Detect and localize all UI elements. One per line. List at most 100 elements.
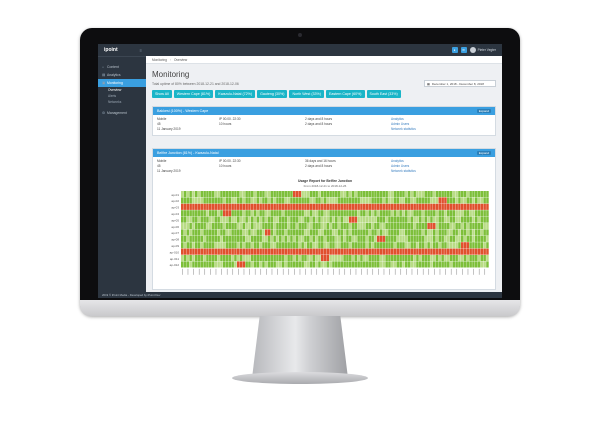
heatmap-cell <box>237 203 240 210</box>
heatmap-cell <box>430 191 433 198</box>
sidebar-subitem-overview[interactable]: Overview <box>108 88 122 92</box>
sidebar-item-analytics[interactable]: ▤ Analytics <box>98 71 146 79</box>
heatmap-x-tick <box>299 268 301 275</box>
brand[interactable]: ipoint ≡ <box>98 44 146 57</box>
heatmap-cell <box>259 242 262 249</box>
heatmap-cell <box>265 210 268 217</box>
heatmap-cell <box>374 261 377 268</box>
heatmap-cell <box>220 242 223 249</box>
expand-button[interactable]: Expand <box>476 109 491 113</box>
heatmap-cell <box>298 261 302 268</box>
heatmap-cell <box>265 203 268 210</box>
heatmap-cell <box>312 210 316 217</box>
heatmap-cell <box>284 197 288 204</box>
heatmap-cell <box>234 229 237 236</box>
heatmap-cell <box>262 261 265 268</box>
heatmap-cell <box>279 235 282 242</box>
heatmap-cell <box>304 223 307 230</box>
heatmap-cell <box>354 242 358 249</box>
heatmap-cell <box>262 197 265 204</box>
filter-button[interactable]: Kwazulu-Natal (72%) <box>215 90 256 98</box>
sidebar-item-monitoring[interactable]: ▣ Monitoring <box>98 79 146 87</box>
heatmap-row-label: ap-09 <box>171 244 179 248</box>
heatmap-cell <box>472 203 475 210</box>
analytics-link[interactable]: Analytics <box>391 117 404 121</box>
heatmap-cell <box>332 223 335 230</box>
heatmap-cell <box>295 223 299 230</box>
heatmap-cell <box>220 216 223 223</box>
heatmap-cell <box>309 210 313 217</box>
breadcrumb-item[interactable]: Monitoring <box>152 57 167 62</box>
menu-icon[interactable]: ≡ <box>139 47 142 53</box>
heatmap-cell <box>365 223 369 230</box>
site-card: Belfire Junction (81%) - Kwazulu-Natal E… <box>152 148 496 290</box>
heatmap-cell <box>211 191 215 198</box>
filter-button[interactable]: Gauteng (30%) <box>257 90 288 98</box>
heatmap-cell <box>413 248 416 255</box>
heatmap-cell <box>455 255 458 262</box>
heatmap-cell <box>318 210 321 217</box>
heatmap-cell <box>267 223 271 230</box>
heatmap-cell <box>332 197 335 204</box>
analytics-link[interactable]: Analytics <box>391 159 404 163</box>
heatmap-cell <box>220 197 223 204</box>
heatmap-row-label: ap-03 <box>171 206 179 210</box>
heatmap-cell <box>186 223 190 230</box>
filter-button[interactable]: South East (33%) <box>366 90 401 98</box>
heatmap-cell <box>315 229 318 236</box>
heatmap-x-tick <box>338 268 340 275</box>
avatar[interactable] <box>469 47 476 53</box>
network-statistics-link[interactable]: Network statistics <box>391 127 416 131</box>
card-info: Mobile IP 00.00. 22:30 36 days and 16 ho… <box>153 157 495 175</box>
filter-button[interactable]: Show All <box>152 90 172 98</box>
heatmap-cell <box>326 242 330 249</box>
expand-button[interactable]: Expand <box>476 151 491 155</box>
card-header[interactable]: Bakkesi (100%) - Western Cape Expand <box>153 107 495 115</box>
heatmap-cell <box>206 197 209 204</box>
sidebar-item-content[interactable]: ⌂ Content <box>98 63 146 71</box>
heatmap-cell <box>413 261 416 268</box>
filter-button[interactable]: Eastern Cape (60%) <box>325 90 365 98</box>
sidebar-item-management[interactable]: ⚙ Management <box>98 109 146 117</box>
heatmap-cell <box>259 261 262 268</box>
admin-users-link[interactable]: Admin Users <box>391 164 410 168</box>
heatmap-cell <box>253 242 257 249</box>
heatmap-cell <box>195 242 198 249</box>
heatmap-cell <box>351 210 355 217</box>
heatmap-cell <box>424 248 428 255</box>
heatmap-cell <box>273 255 276 262</box>
heatmap-cell <box>200 248 204 255</box>
heatmap-cell <box>391 216 394 223</box>
heatmap-cell <box>343 223 346 230</box>
heatmap-cell <box>396 216 400 223</box>
date-range-picker[interactable]: ▦ December 1, 2018 - December 8, 2018 <box>424 80 496 87</box>
sidebar-subitem-networks[interactable]: Networks <box>108 100 122 104</box>
heatmap-cell <box>393 223 397 230</box>
heatmap-cell <box>430 210 433 217</box>
heatmap-cell <box>477 255 481 262</box>
heatmap-cell <box>340 261 344 268</box>
message-icon[interactable]: ✉ <box>460 47 467 53</box>
heatmap-cell <box>377 223 380 230</box>
heatmap-cell <box>438 191 442 198</box>
heatmap-cell <box>251 255 254 262</box>
filter-button[interactable]: Western Cape (81%) <box>173 90 214 98</box>
filter-button[interactable]: North West (33%) <box>289 90 324 98</box>
heatmap-cell <box>337 216 341 223</box>
card-header[interactable]: Belfire Junction (81%) - Kwazulu-Natal E… <box>153 149 495 157</box>
notification-icon[interactable]: ● <box>451 47 458 53</box>
heatmap-cell <box>245 229 248 236</box>
heatmap-cell <box>379 242 383 249</box>
network-statistics-link[interactable]: Network statistics <box>391 169 416 173</box>
admin-users-link[interactable]: Admin Users <box>391 122 410 126</box>
heatmap-cell <box>357 235 360 242</box>
heatmap-cell <box>455 261 458 268</box>
heatmap-cell <box>309 216 313 223</box>
heatmap-cell <box>259 216 262 223</box>
user-name[interactable]: Pieter Vegter <box>477 48 496 52</box>
heatmap-cell <box>438 255 442 262</box>
heatmap-cell <box>284 248 288 255</box>
heatmap-cell <box>449 210 453 217</box>
heatmap-cell <box>377 235 380 242</box>
sidebar-subitem-alerts[interactable]: Alerts <box>108 94 117 98</box>
